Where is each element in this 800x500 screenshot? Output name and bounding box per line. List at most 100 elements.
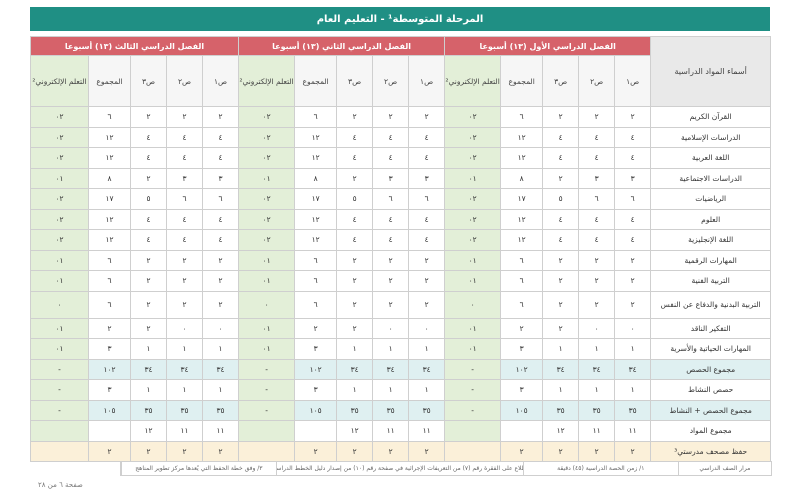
table-cell: ٠٢ [444, 229, 502, 251]
table-cell: ١٧ [88, 188, 132, 210]
table-cell: ٤ [372, 126, 410, 148]
table-cell: ١٢ [294, 229, 338, 251]
table-cell: ٠٢ [444, 208, 502, 230]
table-cell: ١ [614, 338, 652, 360]
footer-note: ٢/ يلزم الاطلاع على الفقرة رقم (٧) من ال… [275, 462, 523, 475]
table-cell: ٦ [372, 188, 410, 210]
table-cell: ٤ [578, 208, 616, 230]
table-cell: ٤ [130, 126, 168, 148]
table-cell: ١ [130, 379, 168, 401]
table-cell: ٠١ [444, 338, 502, 360]
table-cell: ٣٥ [408, 399, 446, 421]
table-cell: ١ [408, 379, 446, 401]
table-cell: ٤ [130, 229, 168, 251]
table-row: اللغة العربية ٤ ٤ ٤ ١٢ ٠٢ ٤ ٤ ٤ ١٢ ٠٢ ٤ ٤ ٤ ١٢ ٠٢ [29, 147, 772, 169]
table-cell: ٢ [542, 290, 580, 319]
table-cell: ٦ [202, 188, 240, 210]
table-cell: ٦ [88, 270, 132, 292]
table-cell: ٣٥ [614, 399, 652, 421]
table-cell: ٤ [202, 229, 240, 251]
table-cell: ٢ [336, 106, 374, 128]
table-cell: ٣٥ [202, 399, 240, 421]
table-cell: ٠٢ [444, 188, 502, 210]
table-cell: ٤ [578, 126, 616, 148]
table-cell: ١٢ [88, 147, 132, 169]
table-cell: ٠٢ [29, 106, 90, 128]
table-cell: ٢ [372, 290, 410, 319]
table-cell: ٦ [500, 249, 544, 271]
table-cell: ٤ [336, 147, 374, 169]
table-cell: ٠١ [29, 249, 90, 271]
table-cell: ٣ [202, 167, 240, 189]
table-cell [294, 420, 338, 442]
subject-name: حفظ مصحف مدرستي³ [650, 440, 772, 462]
table-cell: ٢ [542, 249, 580, 271]
table-cell: - [29, 358, 90, 380]
table-cell: ١ [372, 338, 410, 360]
table-cell: ٣٤ [542, 358, 580, 380]
table-cell: ٦ [294, 106, 338, 128]
table-cell: ٣ [500, 338, 544, 360]
table-row: مجموع الحصص ٣٤ ٣٤ ٣٤ ١٠٢-٣٤ ٣٤ ٣٤ ١٠٢-٣٤ ٣٤ ٣٤ ١٠٢… [29, 358, 772, 380]
table-cell: ١ [578, 379, 616, 401]
table-cell [444, 440, 502, 462]
column-header: التعلم الإلكتروني² [238, 55, 296, 107]
table-cell: ٣ [614, 167, 652, 189]
column-header: ص٣ [542, 55, 580, 107]
table-cell: ٤ [408, 208, 446, 230]
table-cell: ٠٢ [444, 147, 502, 169]
table-cell: ٠٢ [238, 208, 296, 230]
subject-name: الدراسات الإسلامية [650, 126, 772, 148]
table-cell: ٠٢ [444, 126, 502, 148]
table-cell [238, 440, 296, 462]
table-cell: ٠١ [238, 249, 296, 271]
table-cell: ٠٢ [29, 188, 90, 210]
table-cell: ٠ [29, 290, 90, 319]
column-header: التعلم الإلكتروني² [444, 55, 502, 107]
table-cell: ٢ [614, 270, 652, 292]
table-cell: ٨ [500, 167, 544, 189]
table-cell: ١٠٥ [500, 399, 544, 421]
table-row: مجموع الحصص + النشاط ٣٥ ٣٥ ٣٥ ١٠٥-٣٥ ٣٥ ٣٥ ١٠٥-… [29, 399, 772, 421]
table-row: المهارات الحياتية والأسرية ١ ١ ١ ٣ ٠١ ١ ١ ١ ٣ ٠١ ١ ١… [29, 338, 772, 360]
table-cell: ٦ [500, 106, 544, 128]
table-cell: ٣٥ [166, 399, 204, 421]
table-cell: ١١ [408, 420, 446, 442]
table-cell: ٦ [294, 249, 338, 271]
table-cell: ٦ [88, 249, 132, 271]
table-cell: ٤ [614, 126, 652, 148]
table-cell: ١١ [166, 420, 204, 442]
table-cell: ٣٤ [614, 358, 652, 380]
table-cell: ٢ [372, 249, 410, 271]
column-header: ص١ [408, 55, 446, 107]
table-cell: ٢ [130, 290, 168, 319]
table-cell: ٣٥ [372, 399, 410, 421]
table-cell: ١ [578, 338, 616, 360]
table-cell: ٤ [578, 147, 616, 169]
table-cell: ١٢ [88, 126, 132, 148]
table-cell: ٦ [500, 270, 544, 292]
table-cell: ٢ [578, 440, 616, 462]
table-cell: ٤ [614, 147, 652, 169]
table-cell: ٢ [542, 270, 580, 292]
table-cell: - [238, 399, 296, 421]
table-cell: ٦ [500, 290, 544, 319]
table-cell: ١٢ [336, 420, 374, 442]
table-cell: ١٢ [88, 208, 132, 230]
table-cell: ٤ [336, 126, 374, 148]
table-cell: ٠١ [29, 317, 90, 339]
table-cell [29, 420, 90, 442]
table-row: الرياضيات ٦ ٦ ٥ ١٧ ٠٢ ٦ ٦ ٥ ١٧ ٠٢ ٦ ٦ ٥ ١٧ ٠٢ [29, 188, 772, 210]
column-header: المجموع [294, 55, 338, 107]
table-cell: ٤ [578, 229, 616, 251]
column-header: ص٢ [578, 55, 616, 107]
table-cell: - [238, 379, 296, 401]
semester-2-header: الفصل الدراسي الثاني (١٣) أسبوعا [238, 36, 446, 56]
table-cell: ٢ [166, 249, 204, 271]
table-cell: ٦ [294, 290, 338, 319]
table-cell: ٤ [166, 208, 204, 230]
table-cell: ٤ [372, 147, 410, 169]
table-cell: ٢ [542, 106, 580, 128]
table-cell [29, 440, 90, 462]
